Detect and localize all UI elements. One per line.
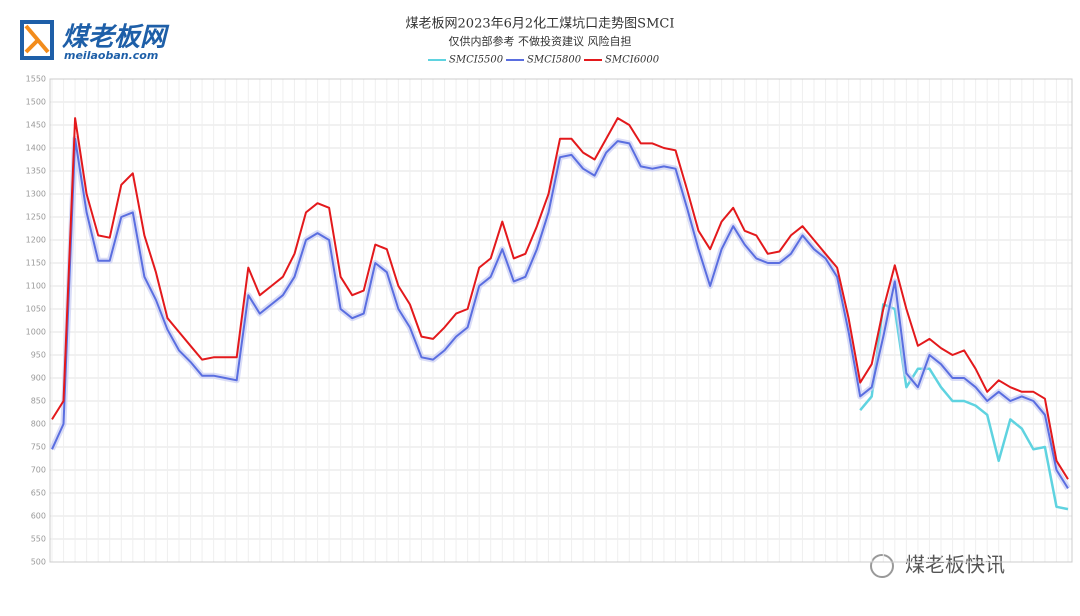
y-tick-label: 1450 <box>26 121 46 130</box>
series-line <box>51 117 1069 480</box>
y-tick-label: 550 <box>31 535 46 544</box>
y-tick-label: 700 <box>31 466 46 475</box>
y-tick-label: 1000 <box>26 328 46 337</box>
y-tick-label: 500 <box>31 558 46 567</box>
legend-label: SMCI5500 <box>449 55 504 66</box>
legend-label: SMCI6000 <box>605 55 660 66</box>
logo-site: meilaoban.com <box>64 49 158 62</box>
logo-icon-mark <box>24 24 50 54</box>
badge: 煤老板快讯 <box>905 553 1005 577</box>
y-tick-label: 1500 <box>26 98 46 107</box>
badge-icon <box>870 554 894 578</box>
y-tick-label: 800 <box>31 420 46 429</box>
y-tick-label: 1250 <box>26 213 46 222</box>
y-tick-label: 950 <box>31 351 46 360</box>
y-tick-label: 1150 <box>26 259 46 268</box>
y-tick-label: 1350 <box>26 167 46 176</box>
logo-icon <box>20 20 54 60</box>
y-tick-label: 1550 <box>26 75 46 84</box>
y-tick-label: 1050 <box>26 305 46 314</box>
y-tick-label: 650 <box>31 489 46 498</box>
y-tick-label: 750 <box>31 443 46 452</box>
y-tick-label: 1400 <box>26 144 46 153</box>
y-tick-label: 1200 <box>26 236 46 245</box>
series-line <box>51 137 1069 489</box>
logo-name: 煤老板网 <box>62 23 170 53</box>
plot-frame <box>49 78 1073 563</box>
y-tick-label: 1300 <box>26 190 46 199</box>
y-tick-label: 850 <box>31 397 46 406</box>
legend-label: SMCI5800 <box>527 55 582 66</box>
chart-subtitle: 仅供内部参考 不做投资建议 风险自担 <box>449 34 632 48</box>
y-tick-label: 900 <box>31 374 46 383</box>
chart-title: 煤老板网2023年6月2化工煤坑口走势图SMCI <box>406 16 675 32</box>
y-tick-label: 1100 <box>26 282 46 291</box>
series-line <box>859 303 1069 511</box>
y-tick-label: 600 <box>31 512 46 521</box>
